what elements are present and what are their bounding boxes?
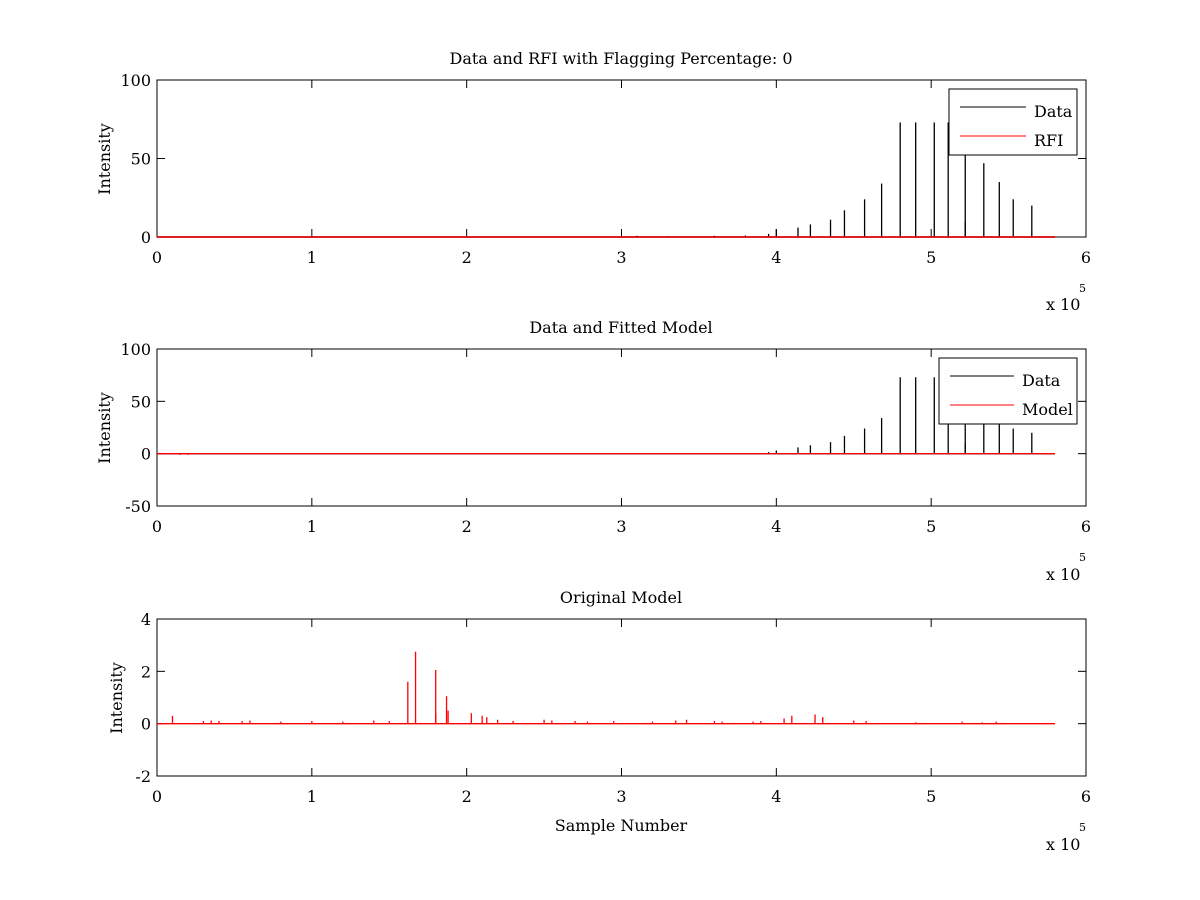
x-tick-label: 2 — [462, 787, 472, 806]
x-tick-label: 6 — [1081, 517, 1091, 536]
subplot-2-x-multiplier: x 10 5 — [1046, 551, 1086, 584]
subplot-3-xlabel: Sample Number — [555, 816, 688, 835]
x-tick-label: 2 — [462, 248, 472, 267]
subplot-1: Data and RFI with Flagging Percentage: 0… — [95, 49, 1091, 314]
subplot-1-legend-label-data: Data — [1034, 102, 1073, 121]
subplot-2-legend-box — [938, 357, 1078, 425]
subplot-2-title: Data and Fitted Model — [529, 318, 712, 337]
x-tick-label: 4 — [771, 248, 781, 267]
subplot-1-plot-area — [157, 122, 1056, 238]
y-tick-label: 0 — [141, 228, 151, 247]
subplot-3-x-multiplier: x 10 5 — [1046, 821, 1086, 854]
subplot-3-multiplier-exponent: 5 — [1079, 821, 1086, 834]
subplot-1-ticks: 0 1 2 3 4 5 6 0 50 100 — [120, 71, 1091, 267]
subplot-3-multiplier-base: x 10 — [1046, 835, 1080, 854]
subplot-2: Data and Fitted Model Intensity 0 1 2 3 4 5 6 -… — [95, 318, 1091, 584]
x-tick-label: 1 — [307, 787, 317, 806]
subplot-1-legend: Data RFI — [948, 88, 1078, 156]
x-tick-label: 1 — [307, 248, 317, 267]
subplot-2-multiplier-base: x 10 — [1046, 565, 1080, 584]
x-tick-label: 5 — [926, 517, 936, 536]
subplot-1-legend-label-rfi: RFI — [1034, 131, 1063, 150]
subplot-2-multiplier-exponent: 5 — [1079, 551, 1086, 564]
x-tick-label: 1 — [307, 517, 317, 536]
y-tick-label: 100 — [120, 340, 151, 359]
subplot-1-title: Data and RFI with Flagging Percentage: 0 — [449, 49, 792, 68]
x-tick-label: 5 — [926, 248, 936, 267]
x-tick-label: 3 — [616, 248, 626, 267]
subplot-3-ylabel: Intensity — [107, 662, 126, 734]
subplot-1-x-multiplier: x 10 5 — [1046, 282, 1086, 314]
y-tick-label: -50 — [125, 497, 151, 516]
subplot-1-legend-box — [948, 88, 1078, 156]
subplot-3-plot-area — [157, 651, 1056, 725]
subplot-1-multiplier-exponent: 5 — [1079, 282, 1086, 295]
subplot-3-title: Original Model — [560, 588, 682, 607]
x-tick-label: 2 — [462, 517, 472, 536]
x-tick-label: 5 — [926, 787, 936, 806]
y-tick-label: 4 — [141, 610, 151, 629]
x-tick-label: 3 — [616, 517, 626, 536]
subplot-1-ylabel: Intensity — [95, 123, 114, 195]
subplot-2-legend: Data Model — [938, 357, 1078, 425]
x-tick-label: 6 — [1081, 787, 1091, 806]
subplot-2-ylabel: Intensity — [95, 392, 114, 464]
y-tick-label: 2 — [141, 662, 151, 681]
x-tick-label: 0 — [152, 248, 162, 267]
subplot-1-multiplier-base: x 10 — [1046, 295, 1080, 314]
y-tick-label: 100 — [120, 71, 151, 90]
y-tick-label: 0 — [141, 715, 151, 734]
y-tick-label: 50 — [131, 150, 151, 169]
subplot-2-legend-label-data: Data — [1022, 371, 1061, 390]
x-tick-label: 4 — [771, 517, 781, 536]
y-tick-label: 50 — [131, 392, 151, 411]
x-tick-label: 3 — [616, 787, 626, 806]
x-tick-label: 0 — [152, 787, 162, 806]
subplot-2-legend-label-model: Model — [1022, 400, 1073, 419]
x-tick-label: 0 — [152, 517, 162, 536]
y-tick-label: 0 — [141, 445, 151, 464]
y-tick-label: -2 — [135, 767, 151, 786]
x-tick-label: 4 — [771, 787, 781, 806]
x-tick-label: 6 — [1081, 248, 1091, 267]
